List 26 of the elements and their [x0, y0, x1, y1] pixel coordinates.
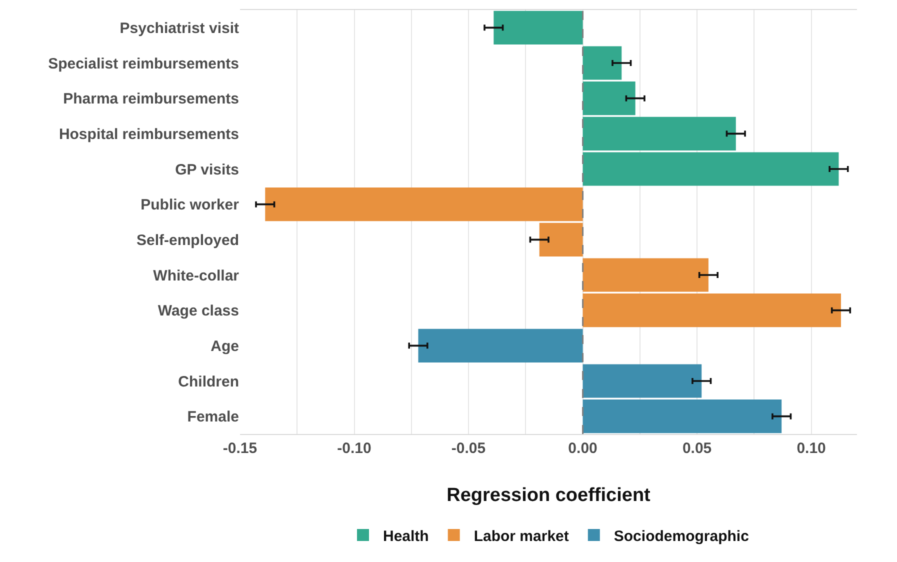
y-tick-label: White-collar [153, 267, 240, 284]
bar [418, 328, 583, 362]
x-tick-label: 0.05 [682, 440, 712, 457]
y-tick-label: Age [210, 338, 239, 355]
x-tick-label: -0.15 [222, 440, 258, 457]
legend-label: Labor market [474, 528, 569, 545]
x-axis-title: Regression coefficient [446, 485, 652, 506]
y-tick-label: Pharma reimbursements [63, 90, 239, 108]
y-tick-label: Children [178, 373, 239, 390]
bar [265, 188, 583, 222]
y-tick-label: Female [187, 408, 239, 426]
bar [539, 222, 583, 256]
y-tick-label: Psychiatrist visit [120, 20, 239, 37]
y-tick-label: GP visits [175, 161, 239, 178]
y-tick-label: Self-employed [136, 232, 239, 249]
legend-label: Health [383, 528, 429, 545]
y-tick-label: Specialist reimbursements [48, 55, 239, 72]
bar [494, 10, 583, 44]
x-tick-label: -0.05 [451, 440, 486, 457]
x-tick-label: 0.10 [796, 440, 826, 457]
legend-label: Sociodemographic [614, 528, 749, 545]
y-tick-label: Public worker [140, 196, 240, 214]
x-tick-label: -0.10 [337, 440, 372, 457]
y-tick-label: Wage class [158, 302, 239, 320]
y-tick-label: Hospital reimbursements [58, 126, 239, 143]
x-tick-label: 0.00 [568, 440, 598, 457]
